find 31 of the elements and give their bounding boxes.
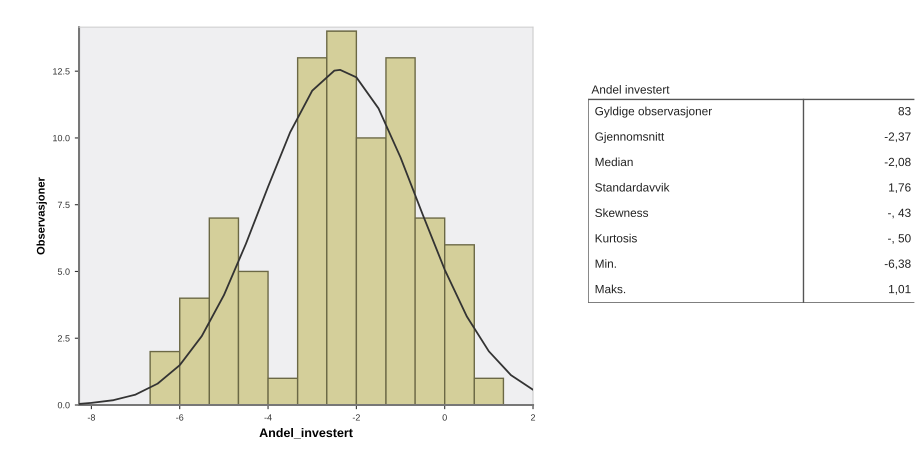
y-tick-label: 10.0 <box>53 134 70 142</box>
text: -, 43 <box>888 208 911 218</box>
y-tick-label: 7.5 <box>58 202 70 208</box>
category-label: Gjennomsnitt <box>595 132 664 144</box>
text: 1,76 <box>889 183 911 193</box>
category-label: Min. <box>596 259 616 268</box>
x-tick-label: 0 <box>442 414 447 421</box>
x-tick-label: 2 <box>530 414 536 421</box>
category-label: Skewness <box>595 208 648 218</box>
category-label: Median <box>596 158 633 166</box>
x-tick-label: -8 <box>88 414 96 421</box>
text: -2,37 <box>884 132 911 142</box>
x-tick-label: -2 <box>352 414 360 421</box>
y-tick-label: 0.0 <box>58 402 70 408</box>
text: 1,01 <box>889 284 911 295</box>
x-tick-label: -6 <box>176 414 184 421</box>
y-tick-label: 12.5 <box>53 68 70 75</box>
x-axis-title: Andel_investert <box>259 428 353 439</box>
category-label: Standardavvik <box>595 182 670 192</box>
text: -6,38 <box>884 260 911 270</box>
category-label: Gyldige observasjoner <box>595 106 712 118</box>
y-tick-label: 5.0 <box>58 268 70 275</box>
category-label: Maks. <box>596 284 626 294</box>
text: Andel investert <box>591 85 670 94</box>
text: 83 <box>898 106 911 116</box>
x-tick-label: -4 <box>264 414 272 421</box>
y-axis-title: Observasjoner <box>36 177 47 255</box>
category-label: Kurtosis <box>596 234 637 242</box>
text: -2,08 <box>884 158 911 168</box>
text: -, 50 <box>888 234 911 244</box>
y-tick-label: 2.5 <box>58 335 70 342</box>
